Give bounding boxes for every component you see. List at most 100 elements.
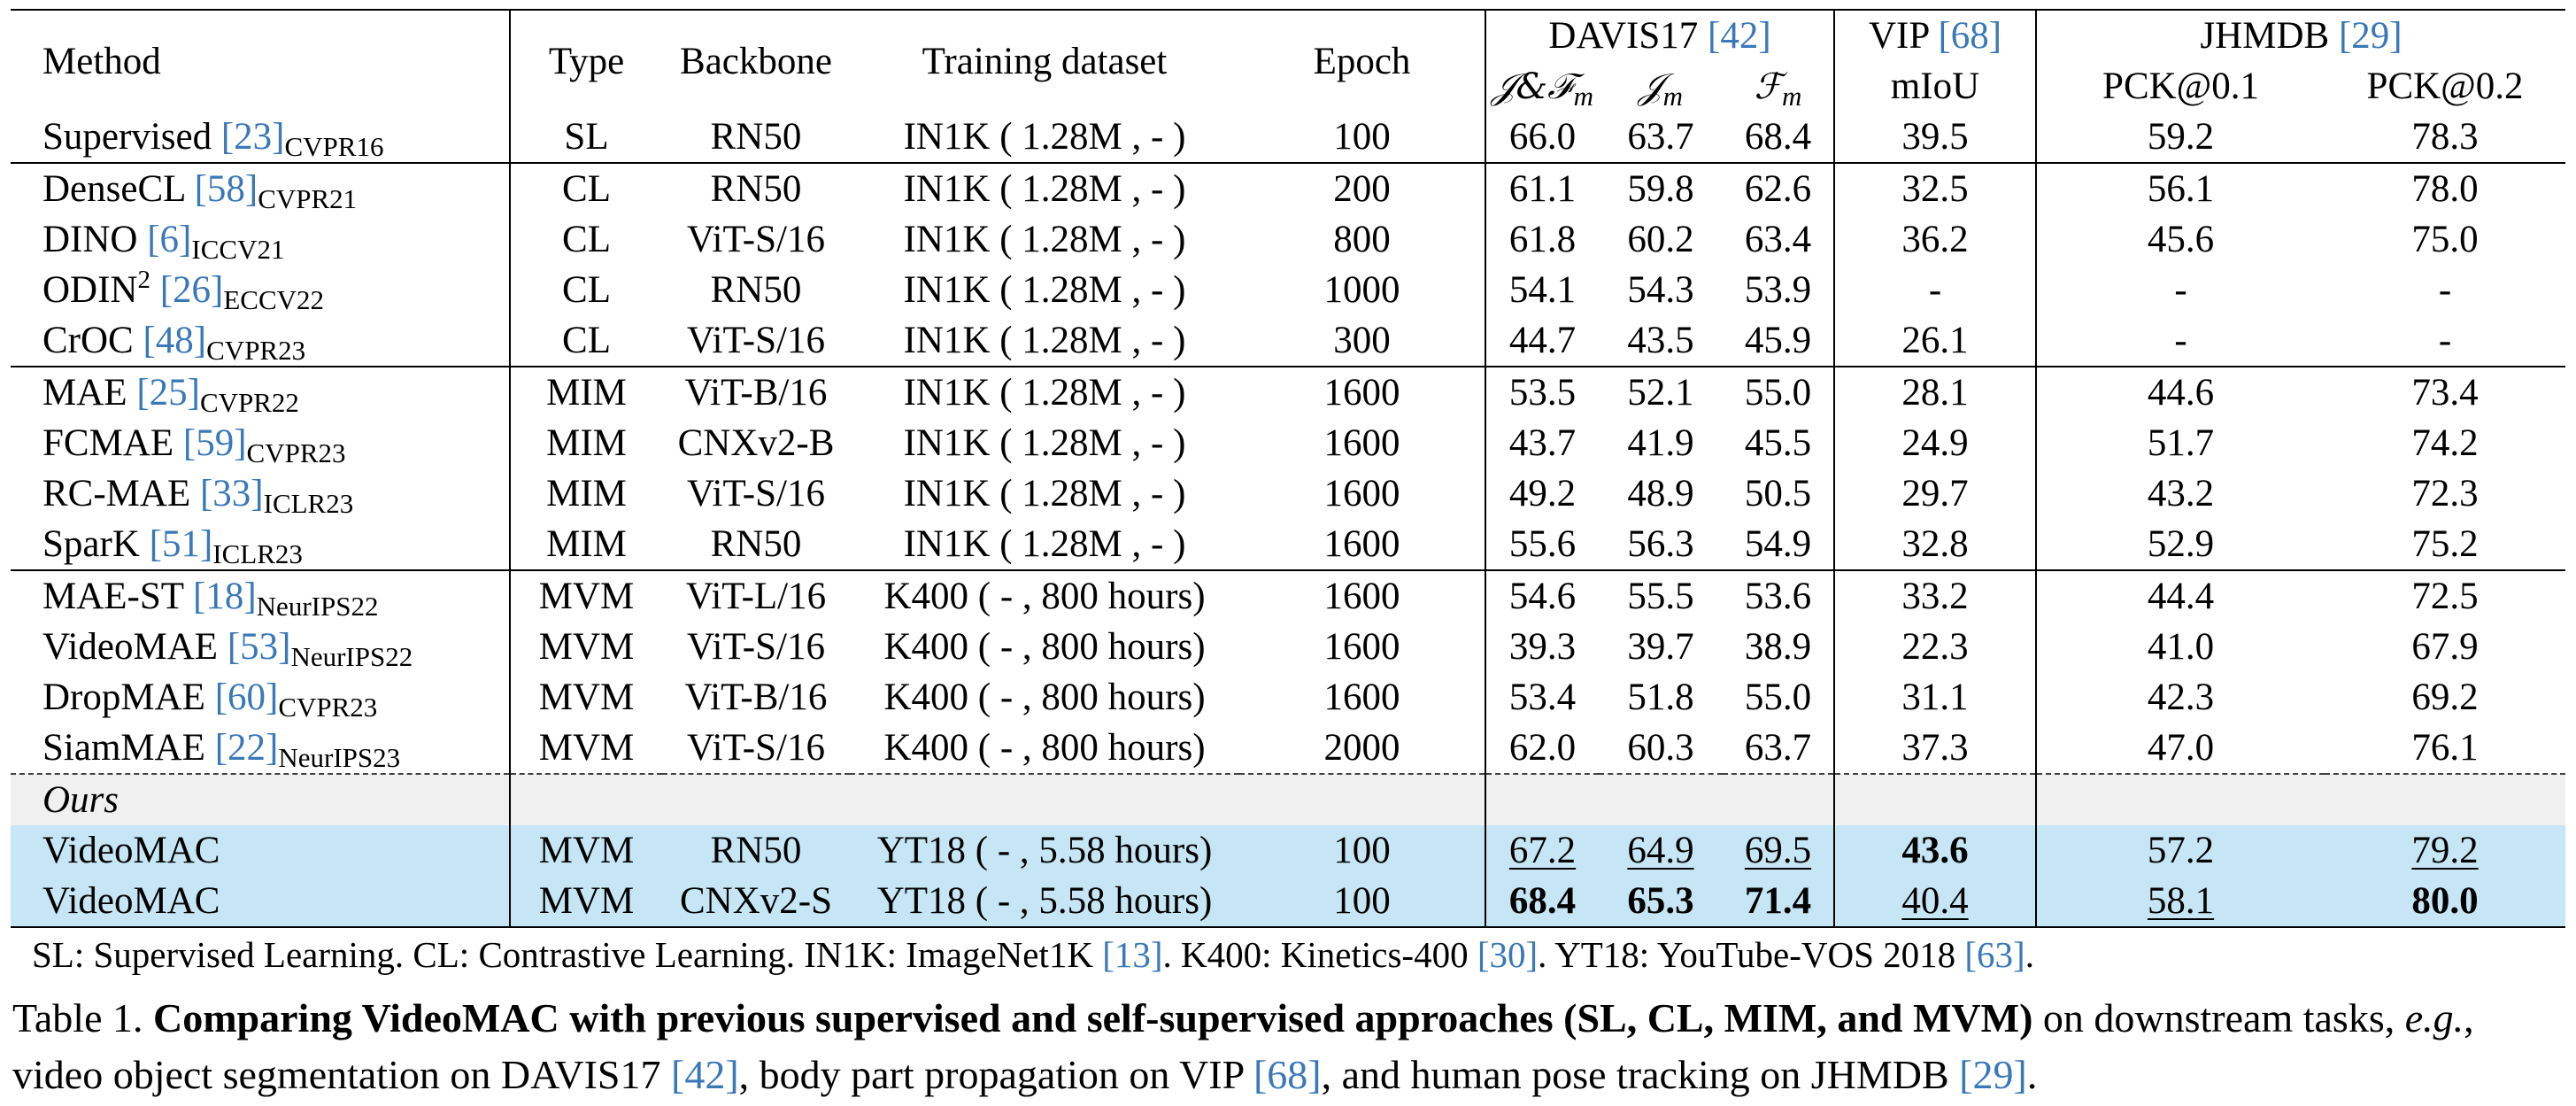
method-venue: CVPR23	[246, 437, 346, 468]
method-venue: NeurIPS22	[290, 641, 413, 672]
pck1-cell: 44.4	[2036, 569, 2325, 622]
table-row: DINO [6]ICCV21 CL ViT-S/16 IN1K ( 1.28M , -…	[11, 214, 2565, 265]
miou-cell: 24.9	[1834, 418, 2038, 468]
j-cell: 60.2	[1627, 219, 1694, 260]
f-value: 69.5	[1744, 830, 1812, 871]
method-name: DINO	[42, 219, 138, 260]
pck1-cell: 56.1	[2036, 162, 2325, 214]
epoch-cell: 200	[1239, 162, 1486, 214]
header-jhmdb: JHMDB [29]	[2036, 9, 2566, 61]
miou-cell: 26.1	[1834, 315, 2038, 367]
epoch-cell: 1600	[1239, 622, 1486, 672]
type-cell: MVM	[510, 569, 662, 622]
ours-label: Ours	[11, 773, 511, 825]
method-citation: [48]	[143, 320, 207, 361]
miou-cell: 33.2	[1834, 569, 2038, 622]
type-cell: MVM	[510, 825, 662, 876]
jf-cell: 44.7	[1508, 320, 1577, 361]
empty-cell	[1723, 773, 1836, 825]
epoch-cell: 1600	[1239, 418, 1486, 468]
backbone-cell: RN50	[710, 523, 802, 565]
backbone-cell: ViT-S/16	[687, 219, 825, 260]
epoch-cell: 1000	[1239, 265, 1486, 315]
f-cell: 71.4	[1723, 876, 1836, 928]
miou-cell: 22.3	[1834, 622, 2038, 672]
miou-cell: 32.5	[1834, 162, 2038, 214]
table-header: Method Type Backbone Training dataset Ep…	[11, 9, 2566, 112]
type-cell: MIM	[546, 523, 627, 565]
header-pck-0-2: PCK@0.2	[2366, 66, 2524, 107]
pck1-cell: 43.2	[2147, 473, 2215, 514]
type-cell: MVM	[538, 727, 635, 769]
backbone-cell: ViT-S/16	[687, 320, 825, 361]
header-epoch: Epoch	[1239, 9, 1486, 112]
method-venue: ICLR23	[212, 538, 303, 569]
pck2-cell: 69.2	[2411, 677, 2479, 718]
method-name: CrOC	[42, 320, 134, 361]
miou-cell: 31.1	[1834, 672, 2038, 723]
j-cell: 63.7	[1627, 116, 1694, 158]
table-row: FCMAE [59]CVPR23 MIM CNXv2-B IN1K ( 1.28M ,…	[11, 418, 2565, 468]
pck2-cell: 75.0	[2411, 219, 2479, 260]
dataset-cell: K400 ( - , 800 hours)	[883, 677, 1206, 718]
method-cell: DINO [6]ICCV21	[11, 214, 511, 265]
pck1-cell: 42.3	[2147, 677, 2215, 718]
epoch-cell: 100	[1239, 876, 1486, 928]
pck1-value: 58.1	[2147, 880, 2215, 922]
empty-cell	[1834, 773, 2038, 825]
type-cell: CL	[562, 320, 611, 361]
method-venue: ECCV22	[223, 284, 325, 315]
pck1-cell: 52.9	[2147, 523, 2215, 565]
epoch-cell: 100	[1239, 825, 1486, 876]
method-citation: [25]	[136, 372, 200, 414]
dataset-cell: IN1K ( 1.28M , - )	[903, 219, 1186, 260]
method-name: SiamMAE	[42, 727, 205, 769]
pck1-cell: 58.1	[2036, 876, 2325, 928]
pck1-cell: 57.2	[2036, 825, 2325, 876]
jf-cell: 53.4	[1508, 677, 1577, 718]
dataset-cell: IN1K ( 1.28M , - )	[903, 116, 1186, 158]
epoch-cell: 1600	[1239, 519, 1486, 570]
header-method: Method	[11, 9, 511, 112]
pck2-cell: 79.2	[2325, 825, 2566, 876]
j-cell: 51.8	[1627, 677, 1694, 718]
method-cell: VideoMAC	[11, 825, 511, 876]
f-value: 71.4	[1744, 880, 1812, 922]
pck2-value: 80.0	[2411, 880, 2479, 922]
f-cell: 50.5	[1723, 468, 1836, 519]
f-cell: 45.5	[1723, 418, 1836, 468]
method-venue: NeurIPS23	[278, 742, 401, 773]
epoch-cell: 800	[1239, 214, 1486, 265]
jf-cell: 54.1	[1508, 269, 1577, 311]
empty-cell	[2036, 773, 2325, 825]
backbone-cell: RN50	[710, 116, 802, 158]
method-name: Supervised	[42, 116, 212, 158]
epoch-cell: 1600	[1239, 569, 1486, 622]
method-cell: MAE [25]CVPR22	[11, 366, 511, 418]
method-venue: CVPR23	[206, 335, 306, 366]
method-venue: CVPR21	[258, 183, 358, 214]
backbone-cell: RN50	[710, 269, 802, 311]
table-footnote: SL: Supervised Learning. CL: Contrastive…	[32, 934, 2034, 975]
method-citation: [58]	[194, 168, 258, 210]
j-cell: 64.9	[1599, 825, 1723, 876]
pck1-cell: -	[2174, 320, 2187, 361]
method-cell: ODIN2 [26]ECCV22	[11, 265, 511, 315]
empty-cell	[1599, 773, 1723, 825]
type-cell: CL	[562, 219, 611, 260]
f-cell: 69.5	[1723, 825, 1836, 876]
backbone-cell: ViT-L/16	[662, 569, 850, 622]
j-cell: 43.5	[1627, 320, 1694, 361]
dataset-cell: IN1K ( 1.28M , - )	[903, 422, 1186, 464]
ours-row: VideoMAC MVM RN50 YT18 ( - , 5.58 hours) 100…	[11, 825, 2566, 876]
vip-label: VIP	[1868, 15, 1929, 57]
table-row: DropMAE [60]CVPR23 MVM ViT-B/16 K400 ( - , …	[11, 672, 2565, 723]
j-cell: 41.9	[1627, 422, 1694, 464]
f-cell: 38.9	[1723, 622, 1836, 672]
dataset-cell: YT18 ( - , 5.58 hours)	[850, 876, 1239, 928]
f-cell: 62.6	[1723, 162, 1836, 214]
backbone-cell: ViT-S/16	[687, 727, 825, 769]
header-vip: VIP [68]	[1834, 9, 2038, 61]
backbone-cell: ViT-B/16	[684, 677, 828, 718]
type-cell: CL	[562, 269, 611, 311]
